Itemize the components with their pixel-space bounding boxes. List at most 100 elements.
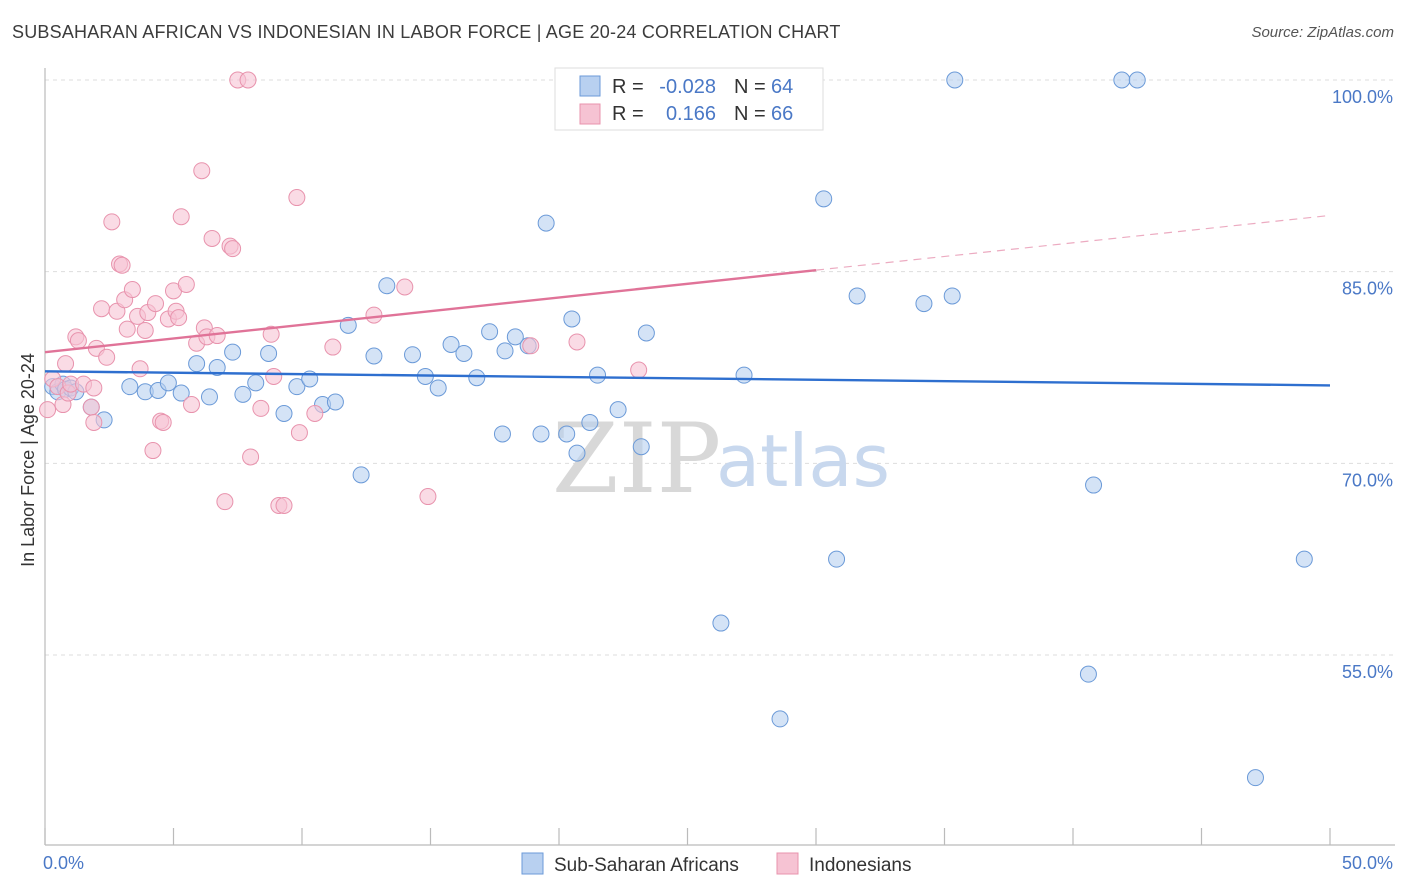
pink-data-point: [203, 229, 221, 247]
blue-data-point: [1113, 71, 1131, 89]
watermark-atlas: atlas: [716, 419, 890, 503]
grid-lines: [45, 79, 1395, 656]
legend-r-value-blue: -0.028: [659, 76, 716, 98]
x-tick-label: 50.0%: [1342, 853, 1393, 873]
blue-data-point: [275, 405, 293, 422]
watermark: ZIP atlas: [552, 403, 890, 515]
pink-data-point: [265, 367, 283, 385]
pink-data-point: [131, 360, 149, 378]
blue-data-point: [404, 346, 422, 364]
blue-data-point: [352, 466, 370, 484]
legend-swatch-blue: [579, 75, 601, 97]
blue-data-point: [915, 295, 933, 313]
blue-data-point: [247, 374, 265, 392]
bottom-legend-swatch-blue: [521, 852, 544, 875]
blue-data-point: [172, 384, 190, 402]
pink-data-point: [98, 348, 116, 366]
data-points: [39, 71, 1313, 787]
legend-n-value-pink: 66: [771, 103, 793, 125]
blue-data-point: [455, 344, 473, 362]
blue-data-point: [429, 379, 447, 397]
pink-data-point: [216, 493, 234, 511]
blue-data-point: [121, 378, 139, 396]
blue-data-point: [568, 444, 586, 462]
y-tick-label: 85.0%: [1342, 279, 1393, 299]
blue-data-point: [208, 359, 226, 376]
tick-labels: 55.0% 70.0% 85.0% 100.0% 0.0% 50.0%: [43, 87, 1393, 873]
pink-data-point: [144, 442, 162, 460]
pink-data-point: [242, 448, 260, 466]
pink-data-point: [170, 309, 188, 327]
pink-data-point: [177, 275, 195, 293]
blue-data-point: [1246, 769, 1264, 787]
blue-trend-line: [44, 370, 1331, 387]
pink-data-point: [262, 325, 280, 343]
pink-data-point: [103, 213, 121, 231]
blue-data-point: [493, 425, 511, 443]
pink-data-point: [630, 361, 648, 379]
blue-data-point: [632, 438, 650, 456]
pink-data-point: [82, 398, 100, 416]
blue-data-point: [496, 342, 514, 360]
pink-data-point: [365, 306, 383, 324]
x-tick-label: 0.0%: [43, 853, 84, 873]
blue-data-point: [365, 347, 383, 365]
legend-n-label-blue: N =: [734, 76, 766, 98]
blue-data-point: [581, 413, 599, 431]
pink-data-point: [522, 337, 540, 355]
blue-data-point: [468, 369, 486, 387]
blue-data-point: [188, 355, 206, 373]
pink-data-point: [113, 256, 131, 274]
pink-data-point: [239, 71, 257, 89]
series-legend: Sub-Saharan Africans Indonesians: [521, 852, 911, 876]
pink-data-point: [93, 300, 111, 318]
pink-data-point: [69, 332, 87, 350]
pink-data-point: [290, 424, 308, 442]
source-label: Source: ZipAtlas.com: [1251, 24, 1394, 41]
pink-data-point: [147, 295, 165, 313]
pink-data-point: [275, 497, 293, 514]
pink-data-point: [396, 278, 414, 296]
blue-data-point: [200, 388, 218, 406]
legend-r-label-blue: R =: [612, 76, 644, 98]
blue-data-point: [828, 550, 846, 568]
blue-data-point: [589, 366, 607, 384]
blue-data-point: [712, 614, 730, 632]
bottom-legend-label-pink: Indonesians: [809, 855, 911, 876]
correlation-legend: R = -0.028 N = 64 R = 0.166 N = 66: [554, 67, 824, 131]
pink-data-point: [172, 208, 190, 226]
y-tick-label: 70.0%: [1342, 470, 1393, 490]
legend-n-value-blue: 64: [771, 76, 793, 98]
blue-data-point: [563, 310, 581, 328]
pink-data-point: [85, 379, 103, 397]
y-tick-label: 100.0%: [1332, 87, 1393, 107]
trend-lines: [44, 214, 1331, 387]
legend-r-value-pink: 0.166: [666, 103, 716, 125]
blue-data-point: [735, 366, 753, 384]
y-tick-label: 55.0%: [1342, 662, 1393, 682]
blue-data-point: [326, 393, 344, 411]
pink-data-point: [193, 162, 211, 180]
blue-data-point: [815, 190, 833, 208]
axes: [44, 68, 1395, 846]
pink-data-point: [252, 399, 270, 417]
blue-data-point: [288, 378, 306, 396]
chart-title: SUBSAHARAN AFRICAN VS INDONESIAN IN LABO…: [12, 22, 841, 42]
pink-data-point: [118, 320, 136, 338]
pink-data-point: [324, 338, 342, 356]
blue-data-point: [442, 336, 460, 353]
blue-data-point: [558, 425, 576, 443]
blue-data-point: [848, 287, 866, 305]
blue-data-point: [378, 277, 396, 295]
pink-trend-line-extension: [815, 214, 1331, 271]
pink-data-point: [288, 189, 306, 207]
blue-data-point: [506, 328, 524, 346]
pink-data-point: [85, 413, 103, 431]
pink-data-point: [57, 355, 75, 373]
blue-data-point: [234, 385, 252, 403]
blue-data-point: [1295, 550, 1313, 568]
pink-data-point: [39, 401, 57, 419]
pink-data-point: [154, 413, 172, 431]
legend-r-label-pink: R =: [612, 103, 644, 125]
